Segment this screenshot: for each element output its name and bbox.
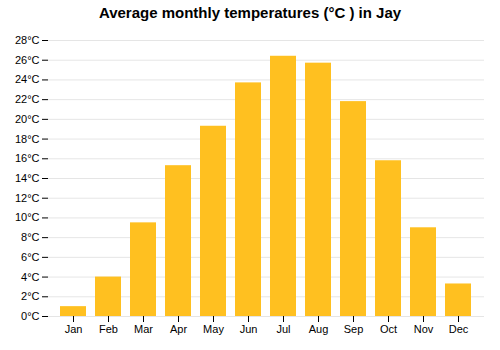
svg-text:Apr: Apr	[170, 323, 187, 335]
svg-text:10°C: 10°C	[15, 211, 40, 223]
svg-text:2°C: 2°C	[21, 290, 40, 302]
svg-text:Aug: Aug	[309, 323, 329, 335]
svg-text:22°C: 22°C	[15, 93, 40, 105]
svg-text:8°C: 8°C	[21, 231, 40, 243]
svg-text:May: May	[203, 323, 224, 335]
html-text:Average monthly temperatures (: Average monthly temperatures (°C ) in Ja…	[98, 4, 402, 21]
svg-text:12°C: 12°C	[15, 192, 40, 204]
svg-text:24°C: 24°C	[15, 73, 40, 85]
svg-text:Oct: Oct	[380, 323, 397, 335]
svg-text:Feb: Feb	[99, 323, 118, 335]
svg-text:26°C: 26°C	[15, 54, 40, 66]
svg-text:0°C: 0°C	[21, 310, 40, 322]
svg-text:Jan: Jan	[65, 323, 83, 335]
svg-text:Sep: Sep	[344, 323, 364, 335]
svg-text:Jun: Jun	[240, 323, 258, 335]
svg-text:14°C: 14°C	[15, 172, 40, 184]
svg-text:16°C: 16°C	[15, 152, 40, 164]
svg-text:6°C: 6°C	[21, 251, 40, 263]
svg-text:20°C: 20°C	[15, 113, 40, 125]
svg-text:Mar: Mar	[134, 323, 153, 335]
svg-text:18°C: 18°C	[15, 133, 40, 145]
svg-text:Dec: Dec	[449, 323, 469, 335]
svg-text:28°C: 28°C	[15, 34, 40, 46]
svg-text:Nov: Nov	[414, 323, 434, 335]
svg-text:Jul: Jul	[276, 323, 290, 335]
svg-text:4°C: 4°C	[21, 271, 40, 283]
